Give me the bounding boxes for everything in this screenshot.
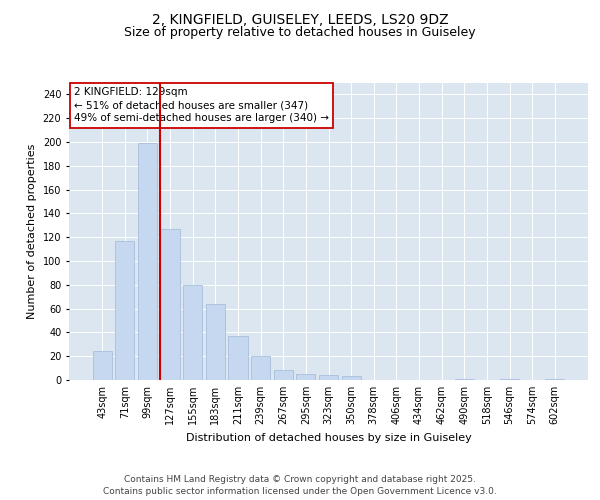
Bar bbox=[274, 370, 293, 380]
Y-axis label: Number of detached properties: Number of detached properties bbox=[27, 144, 37, 319]
Bar bbox=[251, 356, 270, 380]
Bar bbox=[183, 285, 202, 380]
Bar bbox=[545, 379, 565, 380]
Bar bbox=[500, 379, 519, 380]
Bar bbox=[206, 304, 225, 380]
Bar bbox=[92, 352, 112, 380]
Bar bbox=[296, 374, 316, 380]
Bar bbox=[138, 143, 157, 380]
X-axis label: Distribution of detached houses by size in Guiseley: Distribution of detached houses by size … bbox=[185, 432, 472, 442]
Text: Contains HM Land Registry data © Crown copyright and database right 2025.
Contai: Contains HM Land Registry data © Crown c… bbox=[103, 474, 497, 496]
Bar bbox=[455, 379, 474, 380]
Bar bbox=[229, 336, 248, 380]
Bar bbox=[115, 241, 134, 380]
Text: 2, KINGFIELD, GUISELEY, LEEDS, LS20 9DZ: 2, KINGFIELD, GUISELEY, LEEDS, LS20 9DZ bbox=[152, 12, 448, 26]
Text: 2 KINGFIELD: 129sqm
← 51% of detached houses are smaller (347)
49% of semi-detac: 2 KINGFIELD: 129sqm ← 51% of detached ho… bbox=[74, 87, 329, 124]
Bar bbox=[319, 375, 338, 380]
Text: Size of property relative to detached houses in Guiseley: Size of property relative to detached ho… bbox=[124, 26, 476, 39]
Bar bbox=[341, 376, 361, 380]
Bar bbox=[160, 229, 180, 380]
